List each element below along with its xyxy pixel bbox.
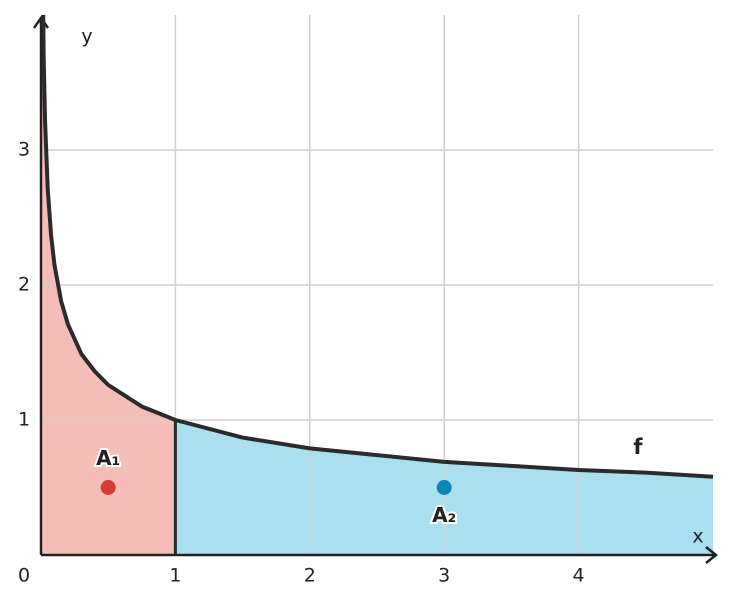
region-point	[100, 480, 116, 495]
y-tick-label: 3	[18, 139, 30, 161]
y-axis-label: y	[81, 26, 92, 48]
region-area	[41, 15, 176, 555]
x-tick-label: 3	[438, 565, 450, 587]
curve	[41, 15, 714, 479]
curve-label: f	[633, 435, 643, 459]
region-label: A₁	[96, 446, 120, 470]
x-tick-label: 2	[304, 565, 316, 587]
curve-group	[41, 15, 714, 479]
origin-label: 0	[18, 565, 30, 587]
region-point	[436, 480, 452, 495]
region-label: A₂	[432, 503, 456, 527]
x-axis	[41, 546, 719, 564]
x-tick-label: 1	[169, 565, 181, 587]
y-tick-label: 1	[18, 409, 30, 431]
x-tick-label: 4	[573, 565, 585, 587]
y-tick-label: 2	[18, 274, 30, 296]
x-axis-label: x	[692, 526, 703, 548]
y-axis	[32, 15, 50, 555]
